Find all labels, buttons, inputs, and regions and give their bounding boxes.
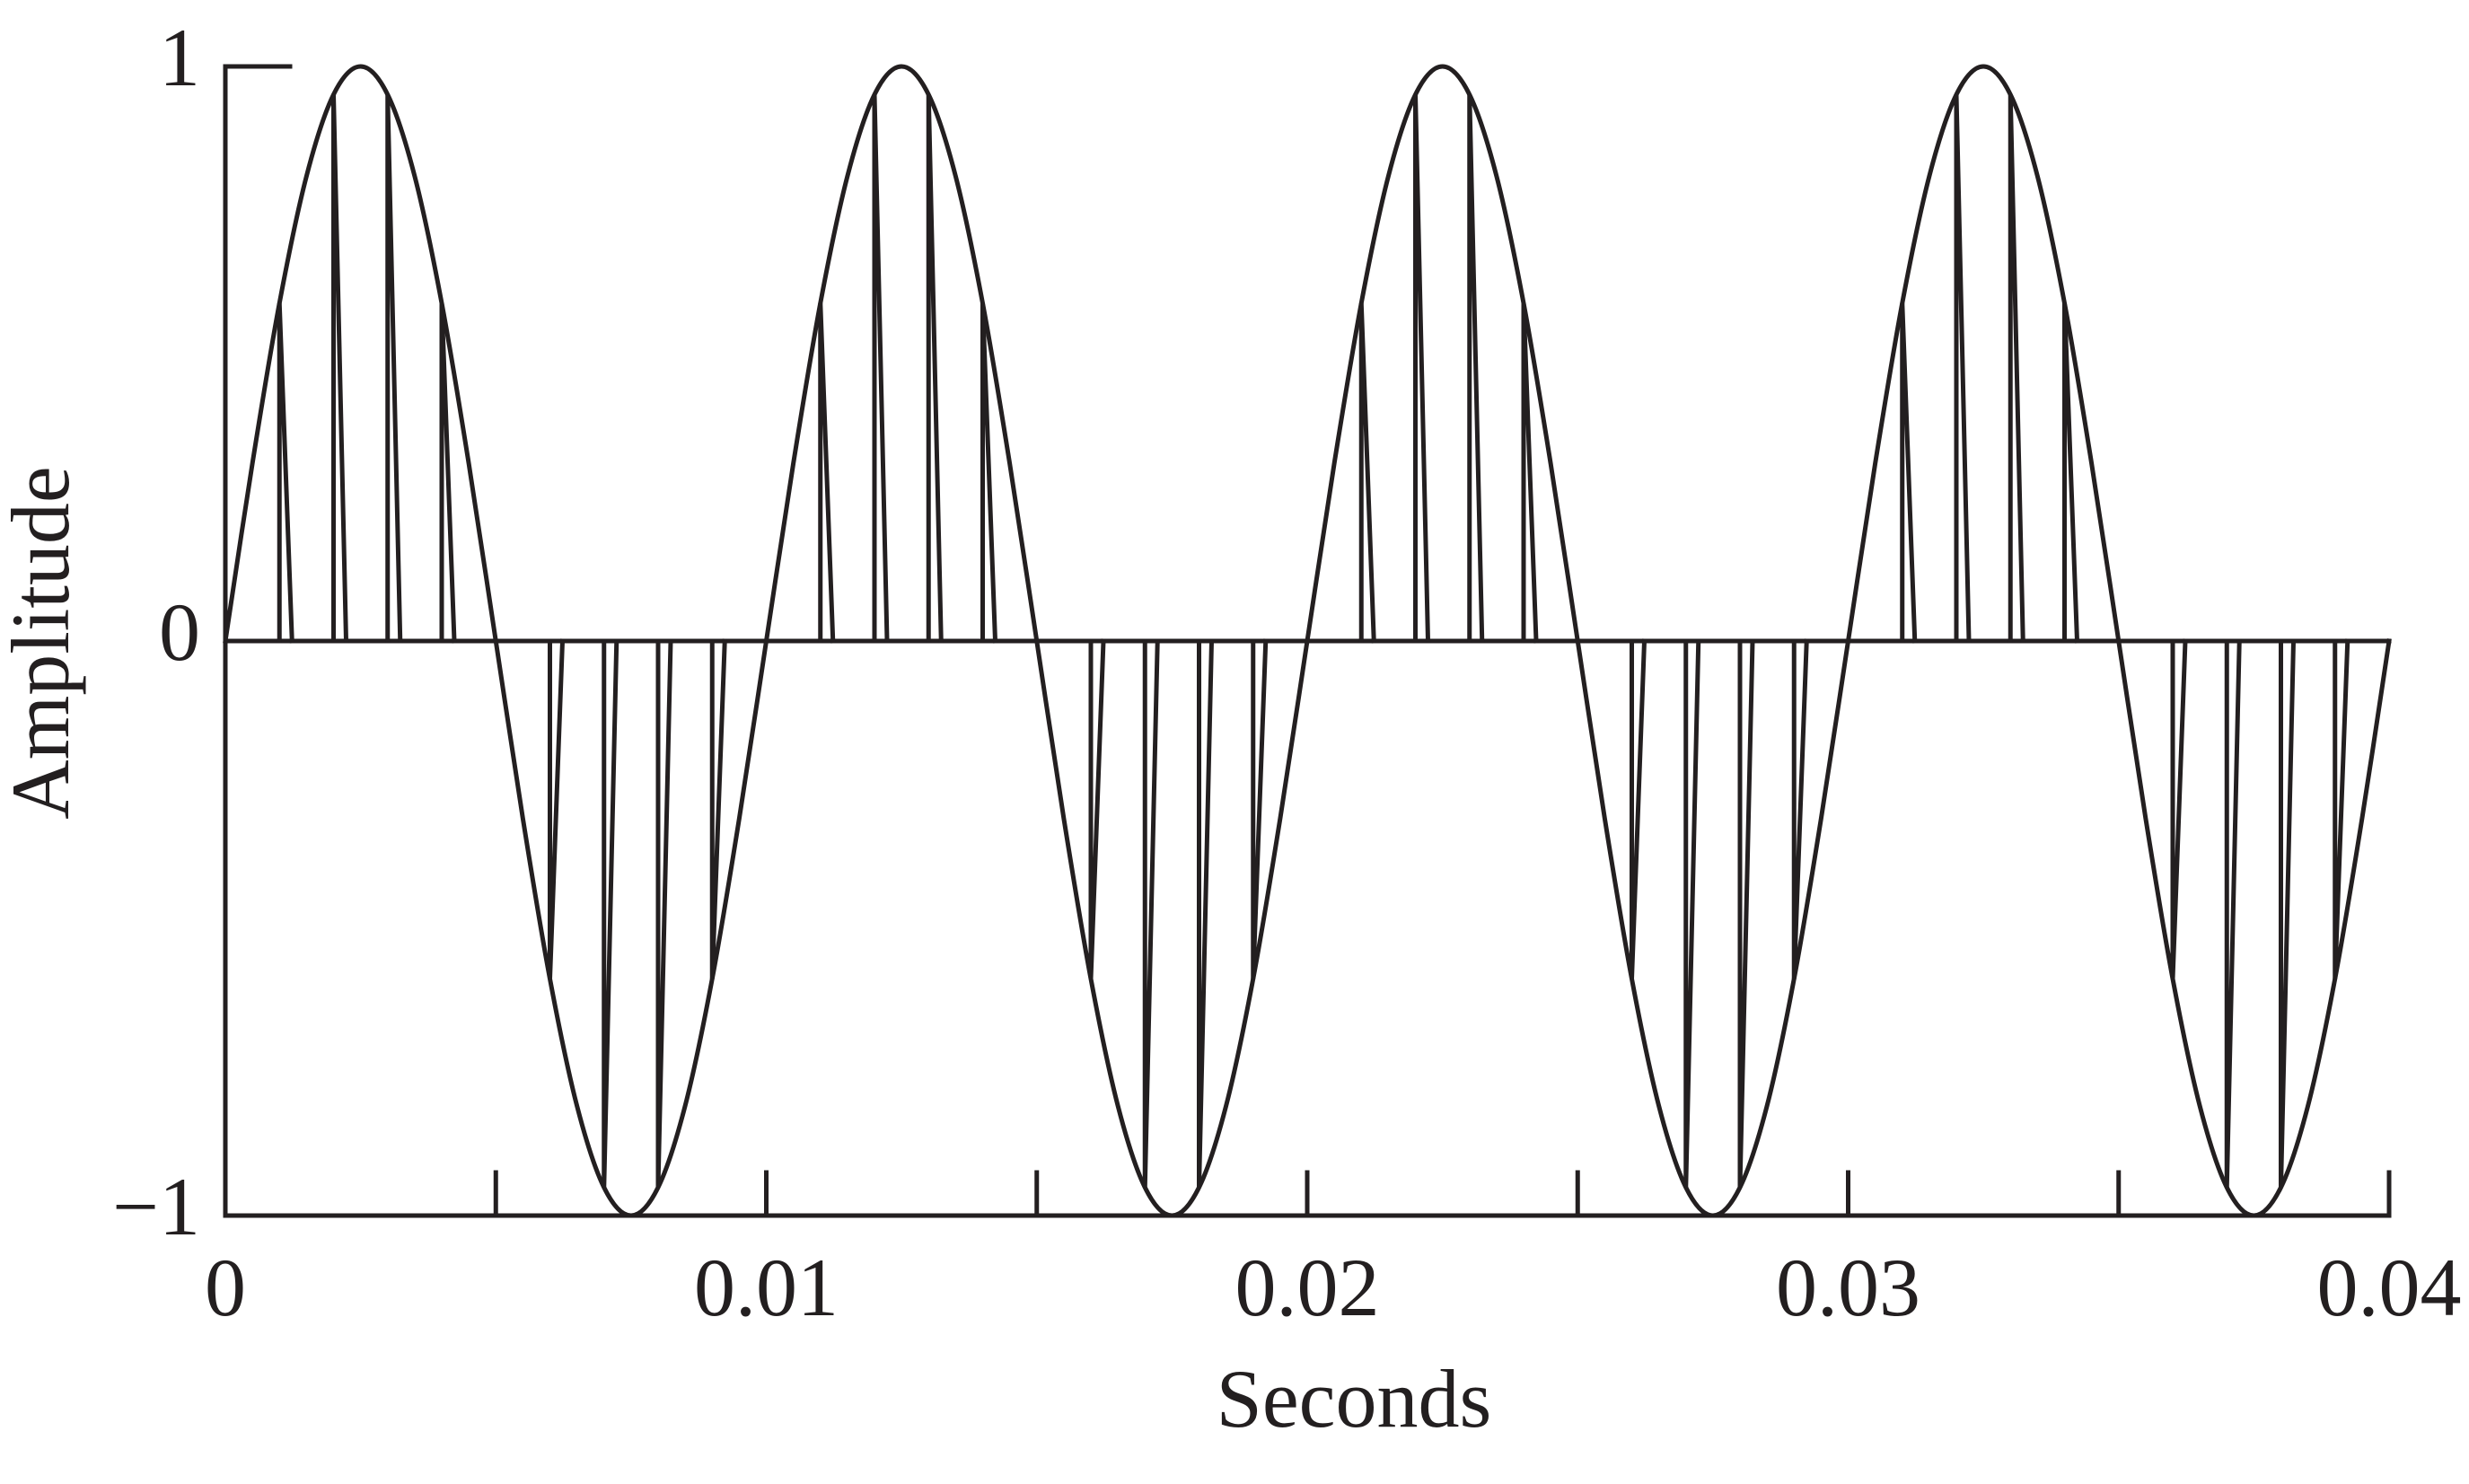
x-tick-label: 0 bbox=[205, 1242, 246, 1333]
y-tick-label: 1 bbox=[159, 12, 200, 103]
y-axis-label: Amplitude bbox=[0, 466, 86, 820]
sample-pulse bbox=[331, 94, 349, 644]
sample-pulse bbox=[818, 303, 836, 644]
sample-pulse bbox=[439, 303, 457, 644]
sample-pulse bbox=[1142, 638, 1160, 1188]
x-axis-label: Seconds bbox=[1217, 1353, 1492, 1444]
sample-pulse bbox=[1088, 638, 1106, 979]
sample-pulse bbox=[1791, 638, 1809, 979]
sample-pulse bbox=[277, 303, 294, 644]
sample-pulse bbox=[2224, 638, 2242, 1188]
sample-pulse bbox=[2333, 638, 2350, 979]
sample-pulse bbox=[926, 94, 944, 644]
x-tick-label: 0.02 bbox=[1235, 1242, 1380, 1333]
sample-pulse bbox=[980, 303, 998, 644]
sample-pulse bbox=[1683, 638, 1701, 1188]
y-tick-label: −1 bbox=[112, 1161, 200, 1252]
sample-pulse bbox=[2062, 303, 2080, 644]
sample-pulse bbox=[1358, 303, 1376, 644]
x-tick-label: 0.03 bbox=[1776, 1242, 1920, 1333]
sample-pulse bbox=[2279, 638, 2297, 1188]
sample-pulse bbox=[1413, 94, 1431, 644]
sample-pulse bbox=[602, 638, 619, 1188]
sample-pulse bbox=[1737, 638, 1755, 1188]
sample-pulse bbox=[385, 94, 403, 644]
sample-pulse bbox=[655, 638, 673, 1188]
sample-pulse bbox=[2008, 94, 2025, 644]
sample-pulse bbox=[1251, 638, 1269, 979]
x-tick-label: 0.01 bbox=[694, 1242, 839, 1333]
sample-pulse bbox=[872, 94, 890, 644]
y-tick-label: 0 bbox=[159, 586, 200, 678]
sample-pulse bbox=[2170, 638, 2188, 979]
sample-pulse bbox=[1954, 94, 1972, 644]
sample-pulse bbox=[1467, 94, 1485, 644]
sample-pulse bbox=[1900, 303, 1918, 644]
sample-pulse bbox=[1197, 638, 1215, 1188]
x-tick-label: 0.04 bbox=[2317, 1242, 2462, 1333]
sample-pulse bbox=[548, 638, 566, 979]
sample-pulse bbox=[1630, 638, 1647, 979]
sample-pulse bbox=[1521, 303, 1539, 644]
sample-pulse bbox=[709, 638, 727, 979]
